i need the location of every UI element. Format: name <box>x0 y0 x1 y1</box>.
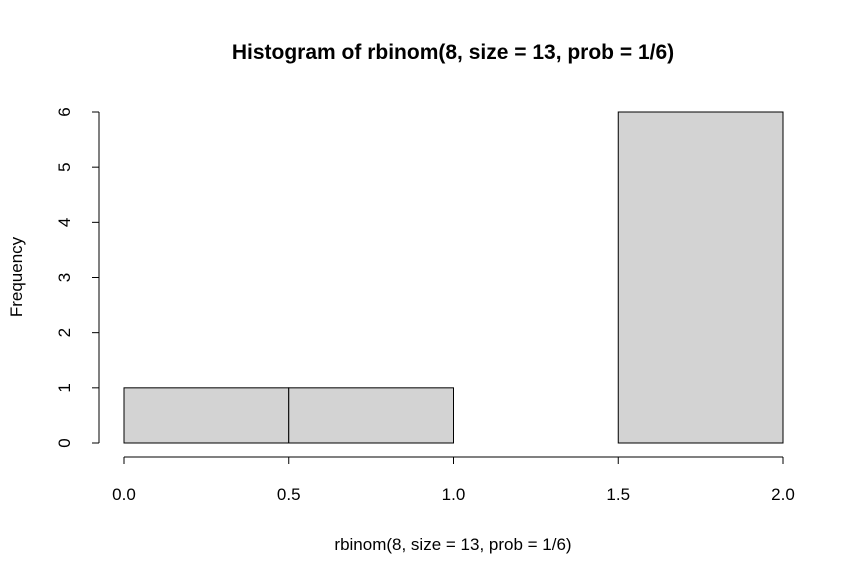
histogram-bar-3 <box>617 111 784 444</box>
histogram-bar-0 <box>123 387 290 444</box>
y-tick-label: 5 <box>55 162 74 171</box>
chart-title: Histogram of rbinom(8, size = 13, prob =… <box>232 41 674 64</box>
x-tick-label: 2.0 <box>771 485 795 504</box>
y-axis: 0 1 2 3 4 5 6 <box>55 107 100 448</box>
x-tick-label: 1.0 <box>442 485 466 504</box>
y-tick-label: 1 <box>55 383 74 392</box>
x-axis-label: rbinom(8, size = 13, prob = 1/6) <box>334 535 571 554</box>
y-axis-label: Frequency <box>7 236 26 317</box>
x-axis: 0.0 0.5 1.0 1.5 2.0 <box>112 456 795 504</box>
y-tick-label: 3 <box>55 273 74 282</box>
x-tick-label: 0.5 <box>277 485 301 504</box>
histogram-bar-1 <box>288 387 454 444</box>
bars-group <box>123 111 784 444</box>
y-tick-label: 6 <box>55 107 74 116</box>
y-tick-label: 2 <box>55 328 74 337</box>
y-tick-label: 0 <box>55 438 74 447</box>
x-tick-label: 1.5 <box>606 485 630 504</box>
y-tick-label: 4 <box>55 218 74 227</box>
x-tick-label: 0.0 <box>112 485 136 504</box>
